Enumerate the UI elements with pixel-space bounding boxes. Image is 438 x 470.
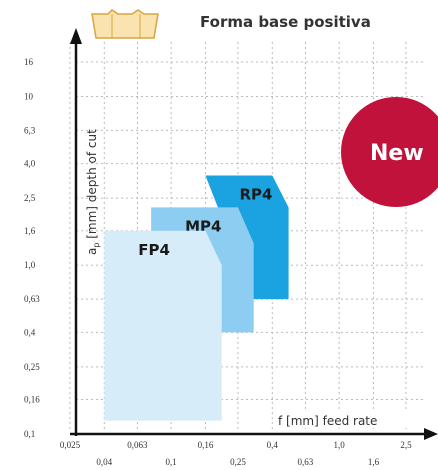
y-arrow	[70, 28, 82, 44]
y-tick-label: 2,5	[24, 193, 36, 203]
y-tick-label: 0,25	[24, 362, 40, 372]
y-axis-label: ap [mm] depth of cut	[85, 129, 101, 255]
x-label-bg	[276, 412, 426, 428]
x-tick-label: 0,16	[198, 440, 214, 450]
x-tick-label: 0,4	[267, 440, 279, 450]
x-tick-label: 1,0	[334, 440, 346, 450]
x-tick-label: 0,63	[298, 457, 314, 467]
y-tick-label: 1,6	[24, 226, 36, 236]
region-label: FP4	[138, 241, 170, 259]
x-tick-label: 0,04	[96, 457, 112, 467]
x-tick-label: 0,063	[127, 440, 148, 450]
insert-icon	[91, 9, 159, 39]
region-label: RP4	[239, 186, 272, 204]
x-tick-label: 0,25	[230, 457, 246, 467]
x-arrow	[424, 428, 438, 440]
y-tick-label: 1,0	[24, 260, 36, 270]
y-tick-label: 0,1	[24, 429, 35, 439]
y-axis-label-part: [mm] depth of cut	[85, 129, 99, 243]
y-tick-label: 0,4	[24, 327, 36, 337]
y-tick-label: 0,16	[24, 395, 40, 405]
y-tick-label: 10	[24, 91, 34, 101]
plot: 0,1 0,16 0,25 0,4 0,63 1,0 1,6 2,5 4,0 6,3 10 16 0,0…	[24, 28, 438, 467]
y-tick-label: 6,3	[24, 125, 36, 135]
x-tick-label: 1,6	[368, 457, 380, 467]
y-axis-label-part: a	[85, 248, 99, 255]
y-axis-label-part: p	[92, 243, 101, 248]
x-tick-label: 2,5	[400, 440, 412, 450]
region	[104, 230, 222, 421]
badge-text: New	[370, 141, 424, 166]
y-tick-label: 16	[24, 57, 34, 67]
chart-title: Forma base positiva	[200, 13, 371, 31]
y-tick-label: 0,63	[24, 294, 40, 304]
y-tick-label: 4,0	[24, 159, 36, 169]
x-tick-label: 0,025	[60, 440, 81, 450]
x-tick-label: 0,1	[166, 457, 177, 467]
new-badge	[341, 97, 438, 207]
x-axis-label: f [mm] feed rate	[278, 414, 377, 428]
